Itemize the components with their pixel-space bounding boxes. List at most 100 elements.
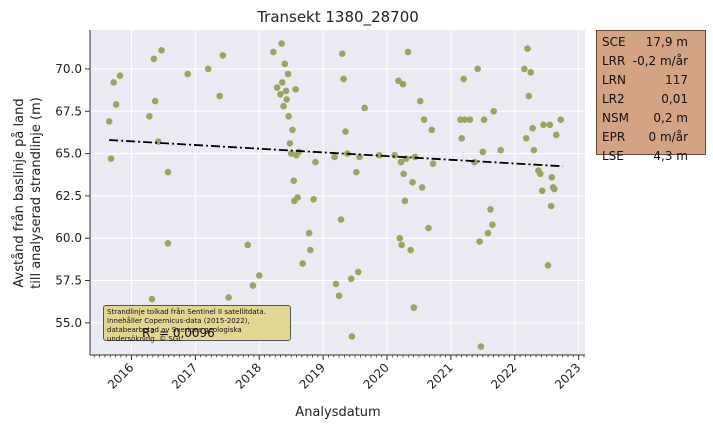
data-point: [547, 202, 555, 210]
data-point: [292, 85, 299, 93]
data-point: [458, 135, 466, 142]
stat-value: 0,2 m: [653, 111, 688, 125]
data-point: [529, 124, 536, 132]
data-point: [310, 195, 317, 203]
data-point: [305, 229, 313, 237]
data-point: [460, 75, 467, 83]
data-points: [105, 40, 565, 350]
data-point: [164, 239, 172, 247]
data-point: [400, 170, 407, 178]
data-point: [527, 69, 535, 76]
data-point: [284, 70, 292, 78]
stat-value: -0,2 m/år: [632, 54, 688, 68]
y-axis-label-line2: till analyserad strandlinje (m): [29, 97, 44, 289]
data-point: [552, 131, 560, 139]
data-point: [290, 177, 298, 184]
stat-value: 117: [665, 73, 688, 87]
x-axis-ticks: 2016 2017 2018 2019 2020 2021 2022 2023: [105, 355, 584, 392]
y-tick-label: 65.0: [55, 147, 82, 161]
stat-row-lrn: LRN 117: [602, 71, 700, 90]
data-point: [289, 126, 296, 134]
data-point: [164, 168, 172, 176]
data-point: [480, 116, 488, 124]
data-point: [332, 280, 340, 288]
y-tick-label: 62.5: [55, 189, 82, 203]
data-point: [409, 179, 416, 186]
x-tick-label: 2018: [233, 360, 264, 391]
data-point: [280, 102, 287, 110]
r-squared-label: R² = 0,0096: [142, 326, 215, 340]
data-point: [407, 246, 414, 254]
data-point: [525, 92, 533, 100]
stat-key: NSM: [602, 111, 629, 125]
data-point: [524, 45, 531, 52]
data-point: [395, 77, 402, 85]
data-point: [557, 116, 565, 124]
data-point: [335, 292, 343, 300]
x-tick-label: 2023: [552, 360, 583, 391]
data-point: [155, 138, 162, 146]
data-point: [536, 170, 544, 178]
x-tick-label: 2020: [360, 360, 391, 391]
trend-line: [109, 139, 563, 168]
stat-value: 4,3 m: [653, 149, 688, 163]
data-point: [398, 241, 405, 249]
data-point: [286, 140, 294, 147]
data-point: [487, 206, 494, 213]
data-point: [479, 148, 487, 156]
data-point: [219, 52, 227, 59]
data-point: [461, 116, 469, 124]
y-tick-label: 70.0: [55, 62, 82, 76]
data-point: [299, 260, 306, 267]
data-point: [146, 113, 153, 120]
data-point: [331, 153, 338, 161]
data-point: [116, 72, 124, 80]
data-point: [184, 70, 192, 78]
data-point: [110, 79, 117, 86]
data-point: [497, 146, 504, 154]
stat-row-lrr: LRR -0,2 m/år: [602, 52, 700, 71]
data-point: [347, 275, 355, 283]
data-point: [397, 158, 405, 166]
data-point: [285, 113, 292, 120]
x-tick-label: 2017: [169, 360, 200, 391]
data-point: [551, 185, 558, 193]
data-point: [489, 221, 496, 228]
data-point: [471, 158, 478, 166]
data-point: [107, 155, 115, 162]
data-point: [225, 294, 232, 301]
data-point: [401, 197, 409, 205]
y-axis-ticks: 55.0 57.5 60.0 62.5 65.0 67.5 70.0: [55, 62, 90, 330]
data-point: [112, 101, 120, 108]
data-point: [530, 146, 538, 154]
data-point: [376, 151, 383, 159]
data-point: [148, 295, 156, 303]
y-tick-label: 55.0: [55, 316, 82, 330]
x-tick-label: 2022: [488, 360, 519, 391]
stat-key: LSE: [602, 149, 624, 163]
data-point: [105, 118, 113, 125]
stat-row-epr: EPR 0 m/år: [602, 128, 700, 147]
data-point: [404, 48, 412, 56]
stat-row-lr2: LR2 0,01: [602, 90, 700, 109]
data-point: [477, 343, 485, 350]
data-point: [249, 282, 257, 289]
stat-row-nsm: NSM 0,2 m: [602, 109, 700, 128]
data-point: [277, 91, 284, 98]
data-point: [410, 304, 418, 311]
data-point: [244, 241, 252, 249]
data-point: [342, 128, 349, 135]
data-point: [418, 184, 426, 191]
data-point: [356, 153, 363, 161]
data-point: [484, 229, 492, 237]
data-point: [354, 268, 362, 276]
data-point: [420, 116, 428, 124]
data-point: [522, 135, 530, 142]
data-point: [416, 97, 424, 105]
data-point: [294, 194, 301, 201]
data-point: [391, 151, 398, 159]
data-point: [270, 48, 277, 56]
data-point: [282, 87, 290, 95]
data-point: [216, 92, 223, 100]
